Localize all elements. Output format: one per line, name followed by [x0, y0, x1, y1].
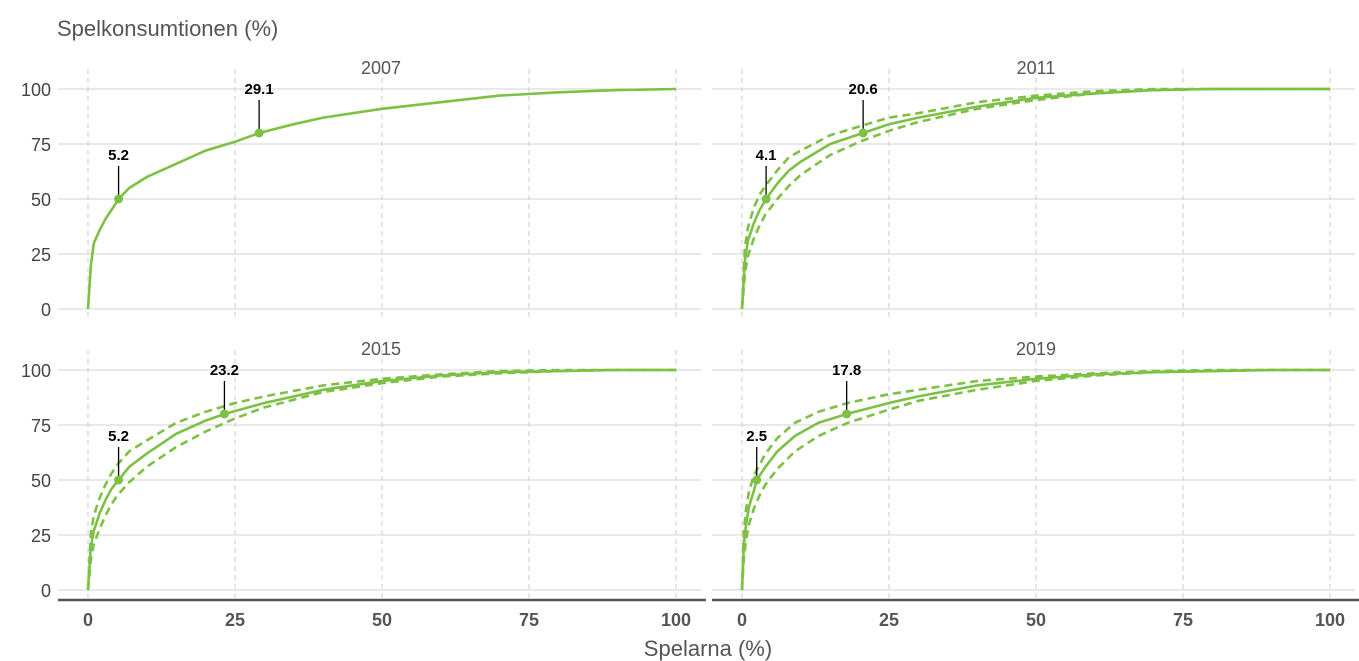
- annotation-label: 5.2: [108, 428, 129, 445]
- annotation-label: 17.8: [832, 362, 861, 379]
- x-axes: 0 25 50 75 100 0 25 50 75 100: [58, 598, 1359, 630]
- x-tick-label: 75: [1173, 610, 1193, 630]
- x-tick-label: 50: [1026, 610, 1046, 630]
- lower-ci-line: [740, 368, 1330, 591]
- panel-title: 2011: [1017, 58, 1056, 78]
- annotation-label: 4.1: [756, 147, 777, 164]
- x-tick-label: 50: [372, 610, 392, 630]
- x-tick-label: 0: [83, 610, 93, 630]
- lower-ci-line: [86, 368, 676, 591]
- y-tick-label: 0: [41, 581, 51, 601]
- annotation-point: [858, 128, 868, 138]
- panel-2019: 2019 2.5 17.8: [712, 339, 1355, 600]
- y-tick-label: 75: [31, 416, 51, 436]
- annotation-label: 20.6: [849, 81, 878, 98]
- panel-title: 2007: [361, 58, 401, 78]
- y-tick-label: 50: [31, 190, 51, 210]
- series-line: [740, 368, 1330, 591]
- panel-2015: 0 25 50 75 100 2015 5.2 23.2: [21, 339, 701, 601]
- y-tick-label: 25: [31, 245, 51, 265]
- x-axis-label: Spelarna (%): [644, 636, 772, 661]
- y-tick-label: 75: [31, 135, 51, 155]
- annotation-point: [842, 409, 852, 419]
- x-tick-label: 25: [225, 610, 245, 630]
- y-tick-label: 100: [21, 80, 51, 100]
- annotation-label: 29.1: [245, 81, 274, 98]
- annotation-label: 23.2: [210, 362, 239, 379]
- series-line: [86, 87, 677, 310]
- annotation-label: 2.5: [746, 428, 767, 445]
- upper-ci-line: [740, 87, 1330, 310]
- y-axis-label: Spelkonsumtionen (%): [57, 16, 278, 41]
- annotation-point: [114, 194, 124, 204]
- annotation-point: [114, 475, 124, 485]
- annotation-point: [752, 475, 762, 485]
- panel-2011: 2011 4.1 20.6: [712, 58, 1355, 319]
- annotation-point: [761, 194, 771, 204]
- x-tick-label: 100: [661, 610, 691, 630]
- y-tick-label: 50: [31, 471, 51, 491]
- annotation-label: 5.2: [108, 147, 129, 164]
- annotation-point: [254, 128, 264, 138]
- series-line: [740, 87, 1330, 310]
- y-tick-label: 100: [21, 361, 51, 381]
- series-line: [86, 368, 676, 591]
- panel-2007: 0 25 50 75 100 2007 5.2 29.1: [21, 58, 701, 320]
- x-tick-label: 75: [519, 610, 539, 630]
- panel-title: 2015: [361, 339, 401, 359]
- x-tick-label: 0: [737, 610, 747, 630]
- upper-ci-line: [740, 368, 1330, 591]
- x-tick-label: 100: [1315, 610, 1345, 630]
- y-tick-label: 25: [31, 526, 51, 546]
- panel-title: 2019: [1016, 339, 1056, 359]
- x-tick-label: 25: [879, 610, 899, 630]
- y-tick-label: 0: [41, 300, 51, 320]
- annotation-point: [219, 409, 229, 419]
- panels: 0 25 50 75 100 2007 5.2 29.1 2011 4.1 20.6 0 25 50 75 1…: [21, 58, 1355, 601]
